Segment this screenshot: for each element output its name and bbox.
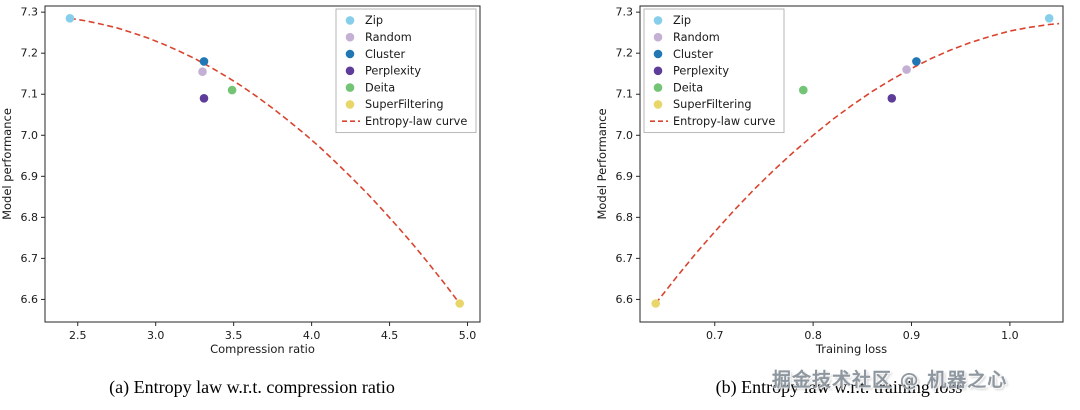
legend-marker-perplexity-icon [345, 66, 355, 76]
legend-label: Cluster [365, 48, 405, 61]
x-tick-label: 0.7 [706, 329, 724, 342]
y-tick-label: 6.9 [21, 170, 39, 183]
x-tick-label: 0.8 [804, 329, 822, 342]
x-axis-label: Training loss [815, 342, 887, 356]
legend-label: Perplexity [365, 65, 421, 78]
y-tick-label: 7.3 [21, 6, 39, 19]
legend-label: Cluster [673, 48, 713, 61]
x-tick-label: 5.0 [459, 329, 477, 342]
legend-marker-deita-icon [345, 83, 355, 92]
legend-marker-superfiltering-icon [345, 100, 355, 109]
legend-marker-random-icon [653, 32, 663, 42]
x-tick-label: 2.5 [69, 329, 87, 342]
legend-marker-random-icon [345, 32, 355, 42]
y-tick-label: 7.0 [616, 129, 634, 142]
legend-label: SuperFiltering [365, 98, 444, 111]
y-tick-label: 7.2 [616, 47, 634, 60]
entropy-law-curve [69, 17, 461, 304]
legend-marker-cluster-icon [345, 49, 355, 59]
data-point-superfiltering [651, 299, 660, 308]
legend-marker-superfiltering-icon [653, 100, 663, 109]
x-tick-label: 3.5 [225, 329, 243, 342]
legend-box [643, 8, 785, 134]
legend: Zip Random Cluster Perplexity Deita SuperFilt… [643, 8, 785, 134]
y-tick-label: 7.3 [616, 6, 634, 19]
y-axis-label: Model Performance [595, 108, 609, 219]
y-tick-label: 6.8 [21, 211, 39, 224]
x-tick-label: 1.0 [1001, 329, 1019, 342]
data-point-random [198, 67, 207, 76]
entropy-law-curve [655, 22, 1060, 304]
y-tick-label: 6.9 [616, 170, 634, 183]
data-point-deita [227, 85, 237, 95]
plot-frame [44, 5, 481, 323]
data-point-perplexity [887, 94, 897, 103]
x-tick-label: 3.0 [147, 329, 165, 342]
y-tick-label: 6.6 [21, 293, 39, 306]
legend-marker-deita-icon [653, 83, 663, 92]
legend-label: Entropy-law curve [365, 115, 467, 128]
legend-label: Deita [365, 81, 395, 94]
legend-label: Perplexity [673, 65, 729, 78]
data-point-zip [1044, 13, 1054, 23]
data-point-zip [65, 13, 75, 23]
caption-b: (b) Entropy law w.r.t. training loss [715, 377, 963, 397]
y-tick-label: 6.7 [21, 252, 39, 265]
legend-marker-zip-icon [653, 16, 663, 25]
legend-marker-perplexity-icon [653, 66, 663, 76]
legend-marker-cluster-icon [653, 49, 663, 59]
data-point-deita [799, 85, 808, 95]
y-tick-label: 6.6 [616, 293, 634, 306]
figure-a: 2.5 3.0 3.5 4.0 4.5 5.0 6.6 6.7 6.8 6.9 7.0 7.1 7.2 7… [0, 5, 481, 397]
legend-box [335, 8, 477, 134]
x-tick-label: 4.0 [303, 329, 321, 342]
legend-label: Random [673, 31, 720, 44]
scatter-plot-compression-ratio: 2.5 3.0 3.5 4.0 4.5 5.0 6.6 6.7 6.8 6.9 7.0 7.1 7.2 7… [0, 5, 481, 356]
legend-label: SuperFiltering [673, 98, 752, 111]
y-tick-label: 6.8 [616, 211, 634, 224]
legend-marker-zip-icon [345, 16, 355, 25]
legend-label: Zip [673, 14, 691, 27]
legend-label: Deita [673, 81, 703, 94]
y-tick-label: 7.0 [21, 129, 39, 142]
legend-label: Random [365, 31, 412, 44]
scatter-plot-training-loss: 0.7 0.8 0.9 1.0 6.6 6.7 6.8 6.9 7.0 7.1 7.2 7.3 Trai… [595, 5, 1064, 356]
y-tick-label: 7.2 [21, 47, 39, 60]
x-tick-label: 0.9 [903, 329, 921, 342]
y-tick-label: 7.1 [616, 88, 634, 101]
x-tick-label: 4.5 [381, 329, 399, 342]
watermark: 掘金技术社区 @ 机器之心 [772, 369, 1008, 391]
legend: Zip Random Cluster Perplexity Deita SuperFilt… [335, 8, 477, 134]
y-tick-label: 7.1 [21, 88, 39, 101]
data-point-superfiltering [455, 299, 465, 308]
data-point-cluster [199, 57, 209, 66]
caption-a: (a) Entropy law w.r.t. compression ratio [109, 377, 395, 397]
legend-label: Entropy-law curve [673, 115, 775, 128]
plot-frame [639, 5, 1064, 323]
y-axis-label: Model performance [0, 108, 14, 220]
data-point-perplexity [199, 94, 209, 103]
legend-label: Zip [365, 14, 383, 27]
figure-b: 0.7 0.8 0.9 1.0 6.6 6.7 6.8 6.9 7.0 7.1 7.2 7.3 Trai… [540, 0, 1080, 410]
x-axis-label: Compression ratio [210, 342, 315, 356]
y-tick-label: 6.7 [616, 252, 634, 265]
data-point-random [902, 65, 911, 74]
data-point-cluster [912, 57, 921, 66]
